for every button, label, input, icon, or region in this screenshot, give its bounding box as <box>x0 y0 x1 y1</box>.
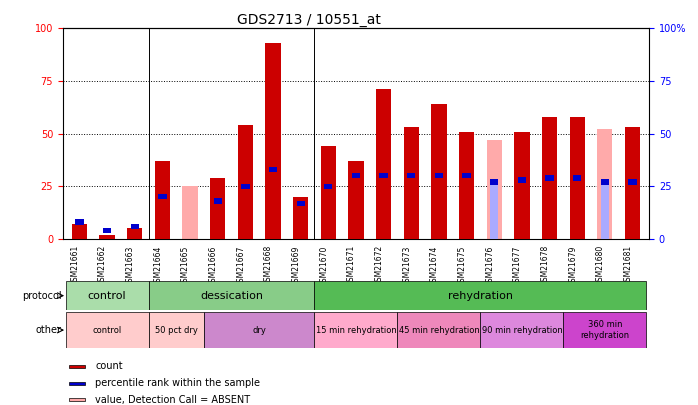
Text: 360 min
rehydration: 360 min rehydration <box>580 320 630 340</box>
Bar <box>435 173 443 178</box>
Bar <box>131 224 139 229</box>
Bar <box>315 281 646 310</box>
Bar <box>320 146 336 239</box>
Bar <box>397 312 480 348</box>
Bar <box>210 178 225 239</box>
Text: dessication: dessication <box>200 291 263 301</box>
Text: dry: dry <box>252 326 266 335</box>
Bar <box>238 125 253 239</box>
Bar <box>431 104 447 239</box>
Bar <box>601 180 609 239</box>
Bar <box>376 90 392 239</box>
Text: control: control <box>92 326 121 335</box>
Bar <box>480 312 563 348</box>
Bar <box>75 220 84 225</box>
Bar <box>158 194 167 199</box>
Bar <box>601 179 609 185</box>
Bar <box>293 197 309 239</box>
Text: percentile rank within the sample: percentile rank within the sample <box>95 378 260 388</box>
Text: control: control <box>88 291 126 301</box>
Text: protocol: protocol <box>22 291 61 301</box>
Text: count: count <box>95 361 123 371</box>
Bar <box>463 173 470 178</box>
Text: 15 min rehydration: 15 min rehydration <box>315 326 396 335</box>
Bar <box>68 399 85 401</box>
Bar <box>625 127 640 239</box>
Bar <box>403 127 419 239</box>
Bar <box>407 173 415 178</box>
Bar <box>570 117 585 239</box>
Text: other: other <box>36 325 61 335</box>
Bar <box>380 173 388 178</box>
Bar <box>242 183 249 189</box>
Bar <box>297 200 305 206</box>
Bar <box>459 132 474 239</box>
Bar <box>265 43 281 239</box>
Bar <box>352 173 360 178</box>
Bar <box>149 281 315 310</box>
Bar <box>490 179 498 185</box>
Text: 50 pct dry: 50 pct dry <box>155 326 198 335</box>
Text: 90 min rehydration: 90 min rehydration <box>482 326 563 335</box>
Bar <box>204 312 315 348</box>
Bar <box>68 382 85 385</box>
Bar <box>269 167 277 172</box>
Bar <box>72 224 87 239</box>
Bar <box>514 132 530 239</box>
Text: rehydration: rehydration <box>448 291 513 301</box>
Bar <box>68 365 85 368</box>
Bar <box>99 235 114 239</box>
Title: GDS2713 / 10551_at: GDS2713 / 10551_at <box>237 13 381 27</box>
Bar <box>573 175 581 181</box>
Bar <box>324 183 332 189</box>
Text: 45 min rehydration: 45 min rehydration <box>399 326 480 335</box>
Bar <box>518 177 526 183</box>
Bar <box>127 228 142 239</box>
Bar <box>103 228 111 233</box>
Bar <box>487 140 502 239</box>
Bar <box>628 179 637 185</box>
Bar <box>563 312 646 348</box>
Bar <box>315 312 397 348</box>
Bar <box>66 312 149 348</box>
Bar <box>348 161 364 239</box>
Bar <box>545 175 554 181</box>
Bar <box>149 312 204 348</box>
Text: value, Detection Call = ABSENT: value, Detection Call = ABSENT <box>95 395 250 405</box>
Bar <box>66 281 149 310</box>
Bar <box>490 182 498 239</box>
Bar <box>155 161 170 239</box>
Bar <box>542 117 557 239</box>
Bar <box>597 130 612 239</box>
Bar <box>214 198 222 204</box>
Bar <box>182 186 198 239</box>
